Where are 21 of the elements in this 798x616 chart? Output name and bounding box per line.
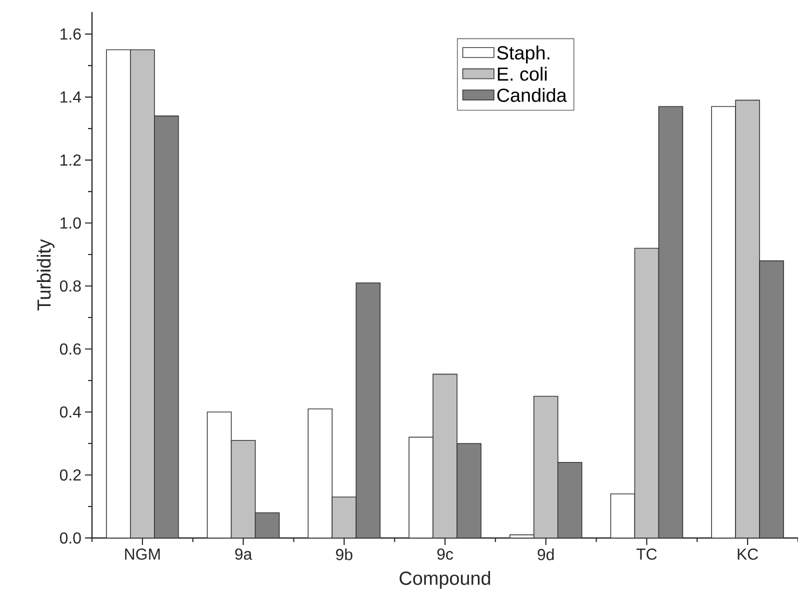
y-tick-label: 0.0: [60, 532, 81, 544]
x-tick-label: 9c: [437, 548, 453, 560]
x-tick-label: 9a: [235, 548, 252, 560]
x-tick-label: TC: [636, 548, 657, 560]
y-tick-label: 0.8: [60, 280, 81, 292]
x-axis-title: Compound: [400, 571, 490, 589]
y-tick-label: 0.4: [60, 406, 82, 418]
legend-label: Staph.: [497, 46, 550, 64]
legend-label: Candida: [497, 88, 567, 102]
x-tick-label: 9d: [538, 548, 554, 560]
y-tick-label: 1.0: [60, 217, 81, 229]
y-axis-title: Turbidity: [36, 239, 54, 310]
legend-label: E. coli: [498, 66, 547, 81]
y-tick-label: 1.2: [60, 154, 81, 166]
x-tick-label: NGM: [125, 548, 160, 560]
y-tick-label: 0.6: [60, 343, 81, 355]
y-tick-label: 1.6: [60, 28, 81, 40]
x-tick-label: 9b: [336, 548, 352, 560]
x-tick-label: KC: [738, 548, 758, 560]
y-tick-label: 0.2: [60, 469, 81, 481]
y-tick-label: 1.4: [60, 92, 82, 103]
